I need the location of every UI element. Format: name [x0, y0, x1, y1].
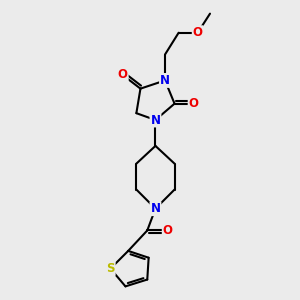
Text: N: N: [151, 202, 160, 215]
Text: S: S: [106, 262, 115, 275]
Text: O: O: [163, 224, 173, 237]
Text: O: O: [193, 26, 203, 39]
Text: N: N: [160, 74, 170, 87]
Text: N: N: [151, 113, 160, 127]
Text: O: O: [189, 97, 199, 110]
Text: O: O: [118, 68, 128, 82]
